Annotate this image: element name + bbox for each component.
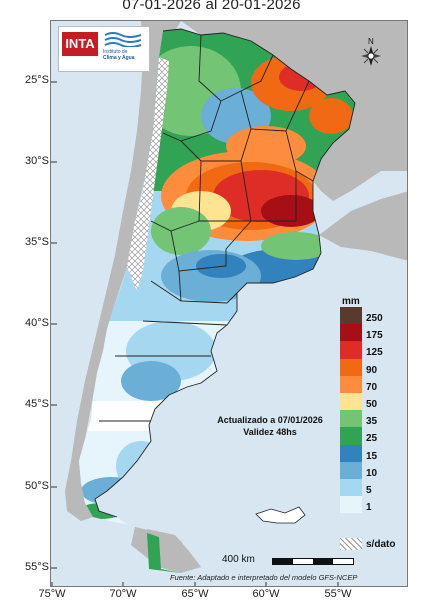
legend-row: 70 (338, 375, 404, 393)
legend-label: 125 (366, 347, 383, 359)
legend-label: 50 (366, 398, 378, 410)
lat-label-25: 25°S (25, 74, 49, 86)
legend-row: 5 (338, 478, 404, 497)
legend-swatch (340, 427, 362, 445)
malvinas-islands (255, 506, 306, 524)
scale-segment (293, 559, 313, 564)
legend-nodata-label: s/dato (366, 539, 396, 550)
legend-swatch (340, 410, 362, 428)
legend-label: 5 (366, 484, 372, 496)
lat-label-50: 50°S (25, 480, 49, 492)
lon-label-60: 60°W (252, 588, 280, 600)
precipitation-map (50, 20, 408, 587)
update-line1: Actualizado a 07/01/2026 (217, 415, 323, 425)
update-line2: Validez 48hs (243, 427, 297, 437)
legend-swatch (340, 375, 362, 393)
lon-label-55: 55°W (324, 588, 352, 600)
legend-swatch (340, 307, 362, 325)
legend-label: 25 (366, 433, 378, 445)
tierra-del-fuego-argentina (147, 533, 181, 573)
inta-logo-text: INTA (62, 32, 98, 56)
legend-swatch (340, 478, 362, 497)
legend-label: 10 (366, 467, 378, 479)
legend-row: 90 (338, 358, 404, 376)
lat-label-40: 40°S (25, 317, 49, 329)
legend-swatch (340, 341, 362, 359)
lat-label-45: 45°S (25, 398, 49, 410)
scale-segment (333, 559, 353, 564)
uruguay-brazil-land (319, 191, 407, 261)
legend-swatch (340, 496, 362, 514)
legend-row: 125 (338, 341, 404, 359)
source-note: Fuente: Adaptado e interpretado del mode… (170, 573, 358, 582)
legend-label: 175 (366, 330, 383, 342)
legend-label: 90 (366, 364, 378, 376)
legend-swatch (340, 324, 362, 342)
legend-nodata-swatch (340, 538, 362, 550)
lat-label-35: 35°S (25, 236, 49, 248)
legend-swatch (340, 358, 362, 376)
precipitation-legend: mm 250 175 125 90 70 50 35 25 15 10 5 1 s/dato (338, 296, 404, 550)
legend-row: 35 (338, 410, 404, 428)
scale-bar-graphic (272, 558, 354, 565)
legend-row: 10 (338, 461, 404, 479)
legend-row: 175 (338, 324, 404, 342)
scale-segment (273, 559, 293, 564)
lat-label-30: 30°S (25, 155, 49, 167)
legend-row: 1 (338, 496, 404, 514)
lat-label-55: 55°S (25, 561, 49, 573)
lon-label-70: 70°W (109, 588, 137, 600)
inta-logo: INTA Instituto de Clima y Agua (58, 26, 150, 72)
map-title: 07-01-2026 al 20-01-2026 (122, 0, 301, 13)
graticule-ticks (51, 81, 339, 586)
legend-unit: mm (342, 296, 360, 307)
legend-row: 50 (338, 392, 404, 411)
legend-label: 1 (366, 502, 372, 514)
legend-row: 250 (338, 307, 404, 325)
legend-row: 25 (338, 427, 404, 445)
legend-row: 15 (338, 444, 404, 462)
nodata-andes (127, 57, 169, 291)
legend-swatch (340, 392, 362, 411)
logo-institute-line1: Instituto de (103, 49, 128, 55)
north-arrow-icon: N (361, 37, 381, 66)
northern-neighbours-land (181, 21, 407, 201)
legend-swatch (340, 444, 362, 462)
compass-north-label: N (368, 37, 374, 46)
lon-label-65: 65°W (181, 588, 209, 600)
map-canvas (51, 21, 407, 586)
scale-label: 400 km (222, 554, 255, 565)
lon-label-75: 75°W (38, 588, 66, 600)
legend-label: 35 (366, 416, 378, 428)
water-waves-icon (104, 32, 142, 47)
update-note: Actualizado a 07/01/2026 Validez 48hs (205, 414, 335, 438)
legend-swatch (340, 461, 362, 479)
logo-institute-line2: Clima y Agua (103, 55, 135, 61)
legend-label: 15 (366, 450, 378, 462)
legend-label: 70 (366, 381, 378, 393)
province-borders (94, 28, 356, 518)
legend-label: 250 (366, 313, 383, 324)
scale-segment (313, 559, 333, 564)
legend-rows: 250 175 125 90 70 50 35 25 15 10 5 1 (338, 307, 404, 514)
chile-land (51, 21, 181, 521)
